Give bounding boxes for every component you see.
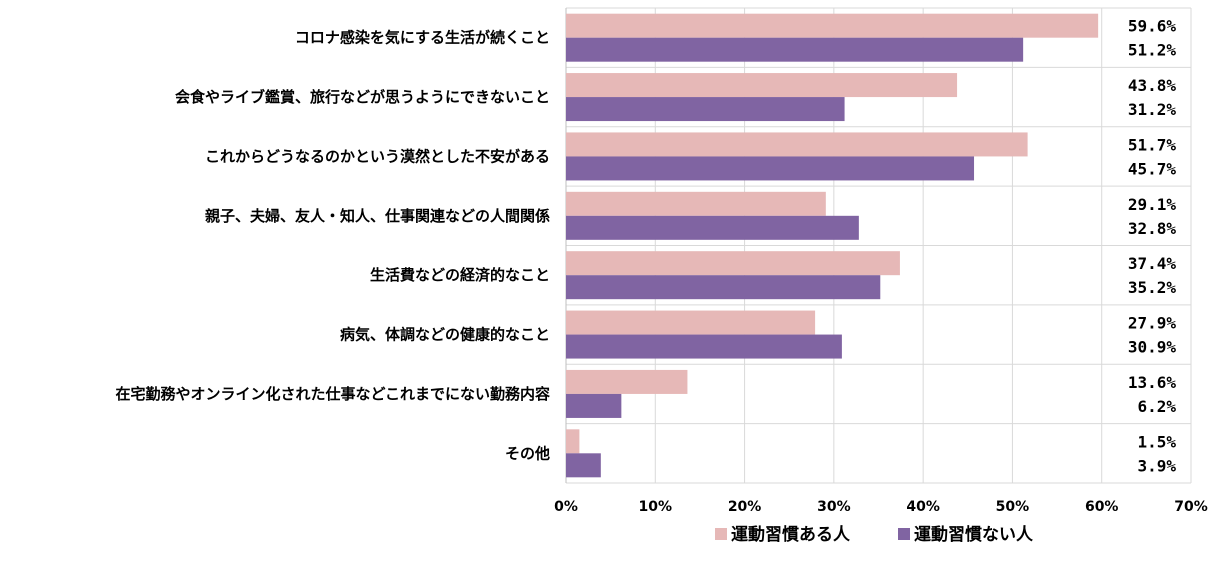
x-axis-ticks: 0% 10% 20% 30% 40% 50% 60% 70% (554, 499, 1208, 515)
category-label: これからどうなるのかという漠然とした不安がある (205, 147, 550, 165)
category-label: その他 (505, 444, 550, 462)
x-tick-label: 50% (996, 499, 1030, 515)
x-tick-label: 30% (817, 499, 851, 515)
x-tick-label: 70% (1174, 499, 1208, 515)
data-label: 31.2% (1128, 100, 1177, 119)
bar-without-exercise (566, 37, 1024, 62)
data-label: 35.2% (1128, 278, 1177, 297)
data-label: 43.8% (1128, 76, 1177, 95)
bar-with-exercise (566, 369, 688, 394)
x-tick-label: 60% (1085, 499, 1119, 515)
category-label: 在宅勤務やオンライン化された仕事などこれまでにない勤務内容 (115, 385, 550, 403)
bar-with-exercise (566, 132, 1028, 157)
legend-label: 運動習慣ある人 (731, 524, 851, 545)
data-label: 30.9% (1128, 338, 1177, 357)
category-label: コロナ感染を気にする生活が続くこと (295, 29, 550, 47)
bar-with-exercise (566, 251, 900, 276)
data-label: 51.7% (1128, 135, 1177, 154)
gridlines (565, 7, 1192, 484)
bar-without-exercise (566, 453, 601, 478)
data-label: 45.7% (1128, 159, 1177, 178)
bar-with-exercise (566, 429, 580, 454)
bars (566, 13, 1099, 478)
category-label: 会食やライブ鑑賞、旅行などが思うようにできないこと (175, 88, 550, 106)
bar-without-exercise (566, 334, 842, 359)
data-label: 6.2% (1137, 397, 1176, 416)
x-tick-label: 10% (639, 499, 673, 515)
value-labels: 59.6% 51.2% 43.8% 31.2% 51.7% 45.7% 29.1% 32.8%… (1128, 17, 1177, 476)
legend-swatch (715, 528, 727, 540)
bar-without-exercise (566, 215, 859, 240)
category-label: 病気、体調などの健康的なこと (340, 326, 550, 344)
data-label: 13.6% (1128, 373, 1177, 392)
bar-without-exercise (566, 393, 622, 418)
data-label: 3.9% (1137, 456, 1176, 475)
bar-without-exercise (566, 156, 975, 181)
data-label: 59.6% (1128, 17, 1177, 36)
x-tick-label: 40% (906, 499, 940, 515)
legend-swatch (898, 528, 910, 540)
bar-with-exercise (566, 73, 958, 98)
data-label: 1.5% (1137, 432, 1176, 451)
category-labels: コロナ感染を気にする生活が続くこと会食やライブ鑑賞、旅行などが思うようにできない… (115, 29, 550, 463)
data-label: 27.9% (1128, 314, 1177, 333)
bar-with-exercise (566, 310, 816, 335)
bar-without-exercise (566, 97, 845, 122)
x-tick-label: 0% (554, 499, 578, 515)
data-label: 29.1% (1128, 195, 1177, 214)
category-label: 生活費などの経済的なこと (370, 266, 550, 284)
legend: 運動習慣ある人 運動習慣ない人 (715, 524, 1034, 545)
x-tick-label: 20% (728, 499, 762, 515)
bar-with-exercise (566, 191, 826, 216)
category-label: 親子、夫婦、友人・知人、仕事関連などの人間関係 (205, 207, 550, 225)
data-label: 51.2% (1128, 41, 1177, 60)
data-label: 37.4% (1128, 254, 1177, 273)
bar-without-exercise (566, 275, 881, 300)
bar-with-exercise (566, 13, 1099, 38)
data-label: 32.8% (1128, 219, 1177, 238)
legend-label: 運動習慣ない人 (914, 524, 1034, 545)
